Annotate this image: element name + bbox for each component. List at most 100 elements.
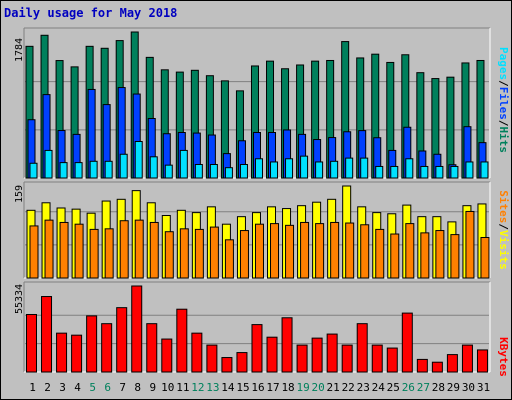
svg-text:KBytes: KBytes	[497, 337, 510, 377]
bar-sites-day-1	[29, 225, 39, 279]
bar-kbytes-day-2	[41, 296, 53, 373]
bar-pages-day-16	[254, 158, 263, 179]
bar-sites-day-30	[465, 210, 475, 279]
x-tick-label: 16	[251, 381, 264, 394]
bar-sites-day-28	[435, 230, 445, 279]
bar-sites-day-9	[149, 221, 159, 279]
bar-kbytes-day-24	[371, 344, 383, 373]
bar-sites-day-20	[315, 223, 325, 279]
bar-sites-day-5	[89, 228, 99, 279]
bar-pages-day-21	[330, 160, 339, 179]
bar-pages-day-31	[480, 161, 489, 179]
x-tick-label: 8	[134, 381, 141, 394]
bar-kbytes-day-16	[251, 324, 263, 373]
bar-pages-day-26	[405, 158, 414, 179]
svg-text:Sites/Visits: Sites/Visits	[497, 190, 510, 270]
x-tick-label: 3	[59, 381, 66, 394]
bar-pages-day-14	[224, 167, 233, 179]
bar-kbytes-day-7	[116, 307, 128, 373]
x-tick-label: 4	[74, 381, 81, 394]
svg-text:Pages/Files/Hits: Pages/Files/Hits	[497, 47, 510, 153]
bar-kbytes-day-20	[311, 337, 323, 373]
bar-sites-day-18	[285, 224, 295, 279]
bar-sites-day-7	[119, 220, 129, 279]
bar-sites-day-12	[194, 228, 204, 279]
bar-pages-day-2	[44, 149, 53, 179]
bar-sites-day-31	[480, 236, 490, 279]
bar-kbytes-day-1	[26, 313, 37, 373]
x-tick-label: 30	[462, 381, 475, 394]
bar-sites-day-25	[390, 233, 400, 279]
bar-pages-day-6	[104, 160, 113, 179]
bar-sites-day-15	[239, 230, 249, 279]
bar-pages-day-23	[360, 157, 369, 179]
bar-pages-day-24	[375, 165, 384, 179]
bar-pages-day-1	[29, 162, 38, 179]
bar-pages-day-17	[270, 161, 279, 179]
legend-kbytes: KBytes	[497, 337, 510, 377]
legend-visits-sites: Sites/Visits	[497, 190, 510, 270]
bar-pages-day-13	[209, 163, 218, 179]
bar-sites-day-4	[74, 223, 84, 279]
bar-sites-day-27	[420, 232, 430, 279]
bar-kbytes-day-29	[446, 354, 458, 373]
x-tick-label: 13	[206, 381, 219, 394]
bar-kbytes-day-18	[281, 317, 293, 373]
bar-sites-day-10	[164, 231, 174, 279]
bar-pages-day-5	[89, 160, 98, 179]
legend-sites: Sites	[497, 190, 510, 223]
bar-pages-day-12	[194, 163, 203, 179]
legend-hits: Hits	[497, 127, 510, 154]
bar-kbytes-day-14	[221, 357, 233, 373]
bar-pages-day-9	[149, 156, 158, 179]
y-max-label-kbytes: 55334	[14, 284, 25, 314]
x-tick-label: 1	[29, 381, 36, 394]
bar-pages-day-29	[450, 165, 459, 179]
bar-kbytes-day-28	[431, 361, 443, 373]
x-tick-label: 9	[149, 381, 156, 394]
legend-files: Files	[497, 87, 510, 120]
bar-pages-day-8	[134, 141, 143, 179]
x-tick-label: 25	[387, 381, 400, 394]
bar-sites-day-22	[345, 222, 355, 279]
bar-kbytes-day-19	[296, 344, 308, 373]
bar-kbytes-day-30	[461, 344, 473, 373]
bar-kbytes-day-17	[266, 336, 278, 373]
x-axis-labels: 1 2 3 4 5 6 7 8 9 10 11 12 13 14 15 16 17 18 19 20 21 22 23 24 2…	[29, 381, 490, 394]
bar-pages-day-30	[465, 161, 474, 179]
bar-pages-day-7	[119, 153, 128, 179]
bar-sites-day-3	[59, 221, 69, 279]
bar-kbytes-day-22	[341, 344, 353, 373]
bar-kbytes-day-9	[146, 323, 158, 373]
bar-sites-day-16	[254, 223, 264, 279]
bar-kbytes-day-8	[131, 285, 143, 373]
legend-hits-files-pages: Pages/Files/Hits	[497, 47, 510, 153]
bar-sites-day-29	[450, 234, 460, 279]
bar-pages-day-22	[345, 157, 354, 179]
x-tick-label: 5	[89, 381, 96, 394]
bar-pages-day-3	[59, 162, 68, 179]
bar-sites-day-17	[270, 223, 280, 279]
bar-kbytes-day-13	[206, 344, 218, 373]
bar-kbytes-day-12	[191, 332, 203, 373]
x-tick-label: 11	[176, 381, 189, 394]
x-tick-label: 18	[281, 381, 294, 394]
panel-kbytes	[23, 281, 491, 373]
bar-pages-day-15	[239, 163, 248, 179]
x-tick-label: 20	[312, 381, 325, 394]
x-tick-label: 12	[191, 381, 204, 394]
bar-pages-day-4	[74, 162, 83, 179]
legend-visits: Visits	[497, 230, 510, 270]
bar-sites-day-21	[330, 221, 340, 279]
bar-kbytes-day-11	[176, 308, 188, 373]
bar-kbytes-day-26	[401, 312, 413, 373]
bar-kbytes-day-4	[71, 334, 83, 373]
bar-pages-day-11	[179, 149, 188, 179]
x-tick-label: 31	[477, 381, 490, 394]
x-tick-label: 15	[236, 381, 249, 394]
bar-sites-day-19	[300, 221, 310, 279]
x-tick-label: 2	[44, 381, 51, 394]
bar-kbytes-day-25	[386, 347, 398, 373]
bar-pages-day-27	[420, 165, 429, 179]
bar-sites-day-8	[134, 219, 144, 279]
